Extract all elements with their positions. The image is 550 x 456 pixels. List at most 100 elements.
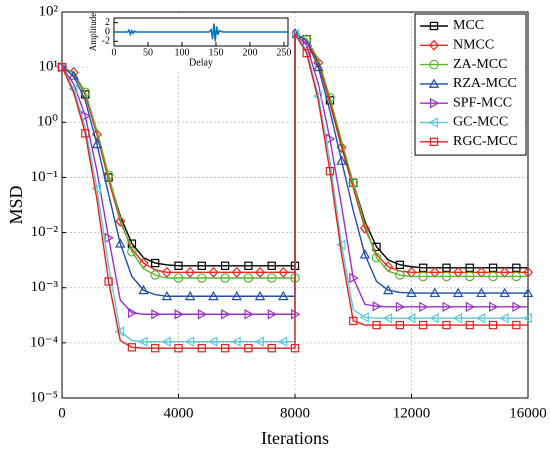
marker: [382, 284, 394, 295]
y-axis-label: MSD: [6, 185, 26, 224]
marker: [267, 344, 276, 353]
marker: [127, 343, 137, 352]
marker: [151, 258, 160, 268]
marker: [489, 301, 499, 313]
marker: [442, 263, 451, 272]
legend-label: GC-MCC: [453, 115, 508, 130]
marker: [512, 263, 521, 272]
x-tick-label: 0: [112, 47, 117, 58]
x-tick-label: 250: [276, 47, 291, 58]
marker: [184, 290, 196, 301]
y-tick-label: 0: [105, 26, 110, 37]
marker: [419, 301, 429, 313]
inset-y-label: Amplitude: [88, 13, 98, 52]
x-axis-label: Iterations: [261, 428, 329, 448]
marker: [372, 301, 382, 312]
marker: [197, 273, 207, 283]
marker: [220, 344, 230, 353]
marker: [185, 266, 196, 278]
x-tick-label: 12000: [393, 405, 431, 421]
series-line: [61, 31, 528, 349]
marker: [418, 271, 428, 282]
y-tick-label: 10²: [39, 3, 59, 19]
marker: [231, 266, 242, 278]
legend-label: MCC: [453, 18, 484, 33]
marker: [243, 273, 254, 283]
marker: [499, 287, 510, 298]
marker: [244, 309, 254, 320]
marker: [395, 270, 405, 280]
marker: [395, 301, 406, 313]
y-tick-label: 10⁰: [37, 114, 58, 130]
marker: [104, 232, 115, 244]
marker: [138, 336, 148, 347]
marker: [512, 301, 522, 313]
marker: [349, 272, 359, 284]
marker: [138, 284, 149, 295]
marker: [336, 155, 347, 165]
y-tick-label: 10⁻³: [31, 279, 59, 295]
marker: [488, 320, 498, 330]
marker: [406, 312, 416, 324]
marker: [395, 320, 405, 330]
marker: [220, 261, 230, 270]
marker: [488, 263, 498, 272]
marker: [161, 290, 173, 301]
marker: [267, 261, 276, 270]
marker: [429, 312, 439, 324]
marker: [278, 266, 289, 278]
x-tick-label: 50: [143, 47, 153, 58]
x-tick-label: 100: [174, 47, 189, 58]
y-tick-label: 10⁻¹: [31, 169, 58, 185]
marker: [197, 309, 208, 320]
marker: [266, 273, 277, 283]
marker: [429, 287, 441, 298]
marker: [174, 309, 184, 320]
inset-x-label: Delay: [189, 57, 213, 68]
marker: [452, 312, 463, 324]
x-tick-label: 4000: [164, 405, 194, 421]
marker: [359, 222, 370, 234]
marker: [511, 271, 522, 282]
marker: [278, 290, 289, 301]
marker: [395, 260, 405, 270]
plot-frame: [61, 11, 529, 399]
marker: [442, 301, 452, 313]
marker: [68, 70, 79, 80]
legend-label: RGC-MCC: [453, 134, 518, 149]
marker: [255, 266, 266, 278]
marker: [221, 309, 231, 320]
marker: [465, 301, 476, 313]
marker: [428, 78, 440, 88]
marker: [161, 266, 172, 278]
marker: [464, 271, 475, 282]
marker: [91, 138, 103, 149]
marker: [429, 21, 439, 31]
marker: [475, 312, 486, 324]
legend-label: NMCC: [453, 38, 494, 53]
x-tick-label: 0: [58, 405, 66, 421]
marker: [442, 320, 451, 330]
marker: [151, 344, 160, 353]
marker: [57, 62, 67, 72]
marker: [91, 183, 101, 194]
legend-label: RZA-MCC: [453, 76, 517, 91]
marker: [231, 336, 241, 347]
marker: [428, 39, 440, 51]
marker: [325, 166, 335, 176]
y-tick-label: -2: [102, 36, 110, 47]
marker: [359, 249, 371, 259]
marker: [104, 277, 113, 286]
x-tick-label: 200: [242, 47, 257, 58]
marker: [406, 287, 417, 298]
marker: [127, 246, 137, 257]
marker: [488, 271, 498, 282]
marker: [359, 312, 369, 323]
marker: [127, 307, 138, 319]
marker: [302, 48, 311, 58]
marker: [161, 336, 171, 347]
marker: [348, 177, 359, 188]
marker: [349, 316, 358, 326]
marker: [244, 344, 253, 353]
